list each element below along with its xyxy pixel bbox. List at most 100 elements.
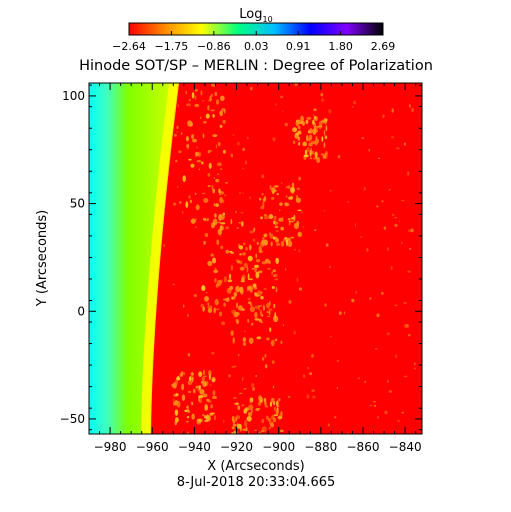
bright-feature <box>312 395 316 399</box>
bright-feature <box>262 304 265 311</box>
bright-feature <box>219 110 224 117</box>
bright-feature <box>267 267 271 270</box>
bright-feature <box>296 120 302 125</box>
bright-feature <box>188 375 194 381</box>
bright-feature <box>324 121 327 125</box>
bright-feature <box>181 371 186 376</box>
bright-feature <box>300 211 304 214</box>
bright-feature <box>217 173 219 176</box>
bright-feature <box>272 417 277 423</box>
bright-feature <box>321 136 324 142</box>
bright-feature <box>177 103 180 108</box>
bright-feature <box>390 136 394 139</box>
bright-feature <box>296 187 300 190</box>
bright-feature <box>201 161 204 165</box>
bright-feature <box>237 353 240 357</box>
bright-feature <box>261 398 263 401</box>
bright-feature <box>240 212 244 214</box>
bright-feature <box>261 356 265 361</box>
bright-feature <box>316 157 321 164</box>
bright-feature <box>269 421 274 425</box>
bright-feature <box>202 306 205 312</box>
bright-feature <box>194 103 200 108</box>
bright-feature <box>323 129 326 136</box>
bright-feature <box>239 392 243 395</box>
bright-feature <box>202 133 205 139</box>
bright-feature <box>219 95 225 102</box>
bright-feature <box>308 134 313 141</box>
bright-feature <box>210 93 214 98</box>
bright-feature <box>219 196 223 204</box>
bright-feature <box>300 115 304 123</box>
bright-feature <box>289 186 296 193</box>
bright-feature <box>194 192 197 196</box>
bright-feature <box>211 412 215 415</box>
bright-feature <box>278 398 281 402</box>
x-tick-label: −960 <box>136 440 169 454</box>
bright-feature <box>290 195 293 200</box>
bright-feature <box>324 135 328 140</box>
bright-feature <box>398 220 401 223</box>
bright-feature <box>242 337 247 343</box>
bright-feature <box>187 390 192 394</box>
bright-feature <box>172 202 177 206</box>
bright-feature <box>270 397 275 403</box>
bright-feature <box>201 99 205 102</box>
bright-feature <box>294 127 297 132</box>
bright-feature <box>346 201 350 203</box>
bright-feature <box>181 383 185 391</box>
colorbar-tick-label: 2.69 <box>371 40 396 53</box>
bright-feature <box>238 245 244 250</box>
bright-feature <box>199 389 205 395</box>
bright-feature <box>197 388 200 392</box>
bright-feature <box>222 119 226 124</box>
bright-feature <box>242 252 246 256</box>
bright-feature <box>179 200 182 204</box>
bright-feature <box>219 124 223 128</box>
bright-feature <box>264 405 269 408</box>
bright-feature <box>254 311 258 319</box>
bright-feature <box>274 278 278 281</box>
bright-feature <box>241 404 245 407</box>
bright-feature <box>354 223 357 227</box>
bright-feature <box>214 267 217 274</box>
bright-feature <box>176 186 179 188</box>
bright-feature <box>410 228 414 233</box>
bright-feature <box>401 200 405 202</box>
bright-feature <box>271 286 275 289</box>
bright-feature <box>255 374 257 378</box>
bright-feature <box>174 399 179 406</box>
bright-feature <box>291 216 294 220</box>
bright-feature <box>282 110 284 112</box>
bright-feature <box>216 162 222 167</box>
bright-feature <box>232 134 235 136</box>
bright-feature <box>271 271 273 276</box>
bright-feature <box>280 182 283 184</box>
bright-feature <box>297 231 302 237</box>
bright-feature <box>224 194 227 197</box>
bright-feature <box>243 330 246 333</box>
bright-feature <box>208 370 212 376</box>
bright-feature <box>248 412 251 417</box>
bright-feature <box>309 149 312 157</box>
bright-feature <box>270 241 273 247</box>
bright-feature <box>238 221 241 224</box>
bright-feature <box>306 137 309 142</box>
bright-feature <box>211 83 216 87</box>
bright-feature <box>207 185 211 187</box>
bright-feature <box>240 221 244 227</box>
bright-feature <box>223 302 226 307</box>
bright-feature <box>203 198 209 203</box>
bright-feature <box>215 178 220 183</box>
bright-feature <box>293 330 296 335</box>
bright-feature <box>252 387 255 391</box>
bright-feature <box>394 216 398 219</box>
bright-feature <box>212 218 218 226</box>
bright-feature <box>185 90 188 95</box>
bright-feature <box>212 189 216 192</box>
bright-feature <box>200 380 206 384</box>
bright-feature <box>278 209 281 212</box>
x-tick-label: −900 <box>262 440 295 454</box>
bright-feature <box>260 321 263 324</box>
